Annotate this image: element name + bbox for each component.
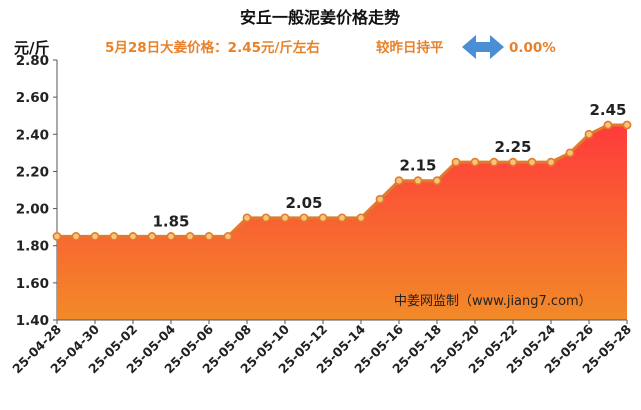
y-tick-label: 2.00 bbox=[16, 202, 49, 218]
y-tick-label: 2.60 bbox=[16, 90, 49, 106]
data-point bbox=[489, 157, 499, 167]
data-labels: 1.85 2.05 2.15 2.25 2.45 bbox=[152, 101, 626, 230]
y-tick-label: 2.40 bbox=[16, 127, 49, 143]
data-point bbox=[508, 157, 518, 167]
data-point bbox=[71, 232, 81, 241]
data-point bbox=[90, 232, 100, 241]
y-tick-label: 1.80 bbox=[16, 239, 49, 255]
data-point bbox=[375, 194, 385, 204]
y-tick-label: 1.40 bbox=[16, 313, 49, 329]
data-point bbox=[204, 232, 214, 241]
double-arrow-icon bbox=[462, 35, 504, 59]
data-point bbox=[565, 148, 575, 158]
data-point bbox=[299, 213, 309, 223]
area-fill bbox=[57, 125, 627, 320]
data-label: 2.05 bbox=[285, 194, 322, 212]
data-point bbox=[109, 232, 119, 241]
data-point bbox=[584, 129, 594, 139]
data-point bbox=[451, 157, 461, 167]
price-markers bbox=[52, 120, 632, 241]
data-point bbox=[166, 232, 176, 241]
data-point bbox=[280, 213, 290, 223]
data-point bbox=[185, 232, 195, 241]
data-point bbox=[242, 213, 252, 223]
data-point bbox=[413, 176, 423, 186]
data-point bbox=[223, 232, 233, 241]
data-label: 2.45 bbox=[589, 101, 626, 119]
data-point bbox=[470, 157, 480, 167]
data-label: 2.15 bbox=[399, 157, 436, 175]
y-tick-label: 2.80 bbox=[16, 53, 49, 69]
y-tick-label: 1.60 bbox=[16, 276, 49, 292]
price-area bbox=[57, 123, 627, 320]
data-point bbox=[432, 176, 442, 186]
data-point bbox=[128, 232, 138, 241]
data-point bbox=[394, 176, 404, 186]
data-point bbox=[603, 120, 613, 130]
y-axis-unit: 元/斤 bbox=[14, 39, 49, 57]
y-tick-label: 2.20 bbox=[16, 164, 49, 180]
data-point bbox=[318, 213, 328, 223]
data-point bbox=[147, 232, 157, 241]
price-note: 5月28日大姜价格：2.45元/斤左右 bbox=[105, 39, 320, 56]
y-axis: 2.80 2.60 2.40 2.20 2.00 1.80 1.60 1.40 bbox=[16, 53, 58, 329]
data-point bbox=[52, 232, 62, 241]
x-axis: 25-04-2825-04-3025-05-0225-05-0425-05-06… bbox=[9, 319, 634, 376]
data-label: 2.25 bbox=[494, 138, 531, 156]
source-note: 中姜网监制（www.jiang7.com） bbox=[394, 294, 592, 309]
change-value: 0.00% bbox=[509, 40, 556, 56]
data-point bbox=[546, 157, 556, 167]
data-point bbox=[356, 213, 366, 223]
data-point bbox=[337, 213, 347, 223]
compare-label: 较昨日持平 bbox=[376, 39, 444, 56]
chart-title: 安丘一般泥姜价格走势 bbox=[240, 8, 400, 27]
data-point bbox=[261, 213, 271, 223]
data-label: 1.85 bbox=[152, 212, 189, 230]
data-point bbox=[622, 120, 632, 130]
data-point bbox=[527, 157, 537, 167]
